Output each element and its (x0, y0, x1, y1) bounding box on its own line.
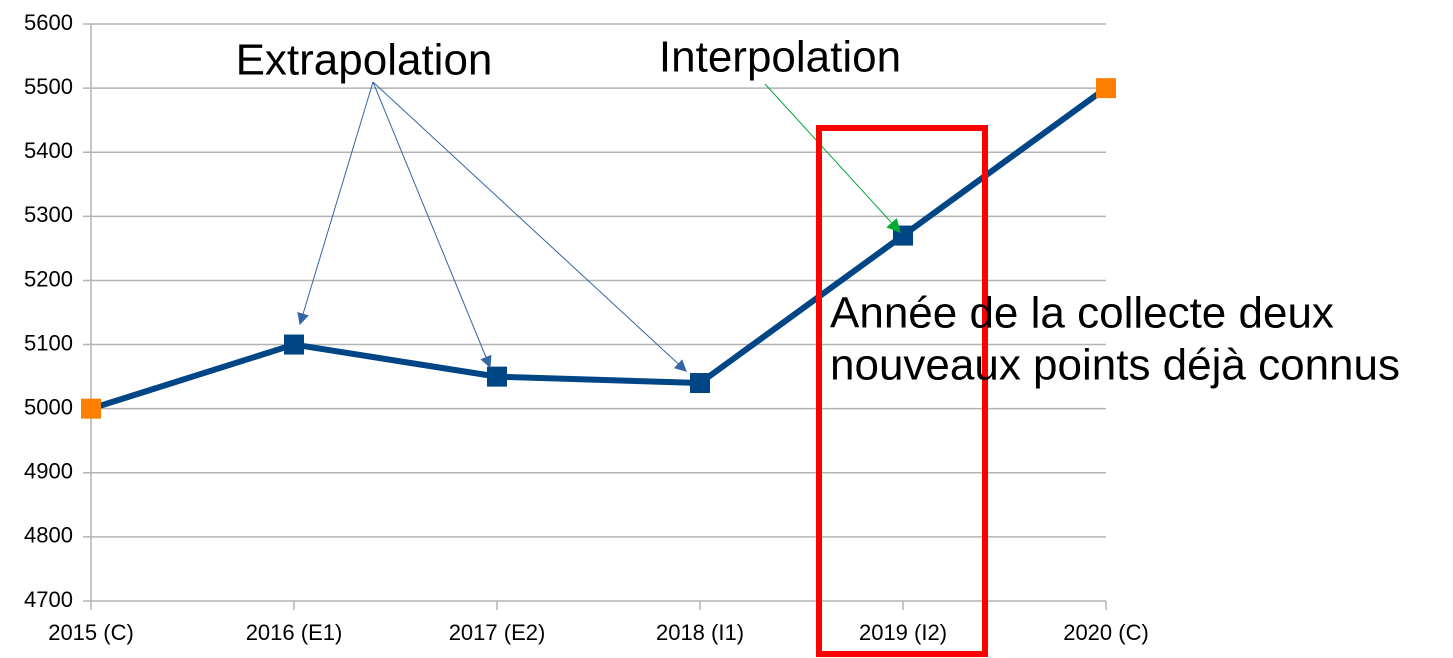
x-tick-label: 2020 (C) (1063, 620, 1149, 645)
plot (81, 78, 1116, 419)
grid: 4700 4800 4900 5000 5100 5200 5300 5400 5500 5600… (24, 10, 1149, 645)
x-tick-label: 2019 (I2) (859, 620, 947, 645)
arrow (372, 81, 492, 369)
x-tick-label: 2015 (C) (48, 620, 134, 645)
y-tick-label: 4700 (24, 587, 73, 612)
x-tick-label: 2017 (E2) (449, 620, 546, 645)
y-tick-label: 5100 (24, 330, 73, 355)
arrow (764, 83, 901, 234)
y-tick-label: 4900 (24, 459, 73, 484)
annotation-text: Extrapolation (236, 36, 493, 85)
y-tick-label: 4800 (24, 523, 73, 548)
y-tick-label: 5400 (24, 138, 73, 163)
annotation-text: Année de la collecte deux (830, 289, 1334, 338)
annotation-text: nouveaux points déjà connus (830, 341, 1400, 390)
data-point (284, 334, 304, 355)
data-point (1096, 78, 1116, 99)
data-line (90, 85, 1108, 412)
annotation-text: Interpolation (659, 33, 901, 82)
annotations: Extrapolation Interpolation Année de la … (236, 33, 1400, 657)
x-tick-label: 2016 (E1) (246, 620, 343, 645)
data-point (487, 366, 507, 387)
data-point (81, 398, 101, 419)
x-tick-label: 2018 (I1) (656, 620, 744, 645)
y-tick-label: 5200 (24, 266, 73, 291)
y-tick-label: 5500 (24, 74, 73, 99)
highlight-box (816, 125, 988, 657)
y-tick-label: 5300 (24, 202, 73, 227)
data-point (893, 225, 913, 246)
arrow (297, 81, 374, 326)
data-point (690, 373, 710, 394)
y-tick-label: 5600 (24, 10, 73, 35)
arrow (372, 81, 687, 372)
y-tick-label: 5000 (24, 394, 73, 419)
